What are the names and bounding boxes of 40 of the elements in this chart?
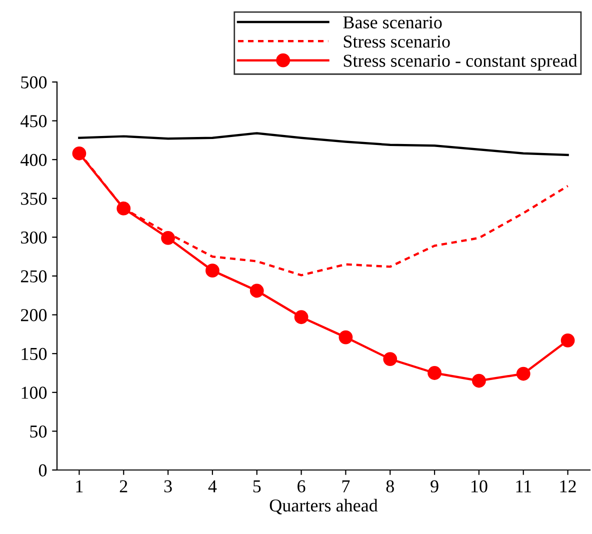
x-tick-label: 5	[253, 480, 261, 492]
x-tick-label: 3	[164, 480, 172, 492]
x-tick-label: 6	[298, 480, 306, 492]
point	[472, 374, 486, 388]
y-tick-label: 500	[21, 76, 47, 88]
y-tick-label: 0	[38, 464, 47, 476]
point	[428, 366, 442, 380]
y-tick-label: 250	[20, 270, 47, 282]
x-tick-label: 2	[120, 480, 128, 492]
y-tick-label: 300	[21, 231, 47, 244]
point	[516, 366, 530, 381]
point	[161, 231, 175, 245]
line-series	[78, 132, 569, 156]
point	[72, 146, 86, 160]
y-tick-label: 400	[20, 154, 47, 166]
point	[294, 310, 308, 324]
x-tick-label: 9	[430, 480, 438, 492]
legend-label: Stress scenario - constant spread	[344, 54, 578, 71]
y-tick-label: 200	[20, 309, 47, 322]
point	[116, 202, 131, 216]
point	[250, 284, 264, 298]
x-axis-title: Quarters ahead	[270, 498, 378, 514]
point	[383, 352, 398, 366]
y-tick-label: 350	[21, 192, 47, 205]
y-tick-label: 450	[20, 115, 47, 128]
x-tick-label: 10	[472, 480, 488, 492]
x-tick-label: 1	[76, 480, 83, 492]
x-tick-label: 7	[342, 480, 350, 492]
y-tick-label: 100	[22, 386, 47, 399]
x-tick-label: 4	[208, 480, 217, 492]
x-tick-label: 12	[560, 480, 576, 492]
x-tick-label: 11	[516, 480, 531, 492]
x-tick-label: 8	[386, 480, 394, 492]
point	[560, 333, 575, 348]
legend-label: Stress scenario	[344, 36, 450, 48]
point	[206, 264, 220, 278]
legend-label: Base scenario	[343, 16, 442, 28]
y-tick-label: 50	[30, 425, 47, 438]
point	[338, 330, 353, 344]
y-tick-label: 150	[22, 348, 47, 360]
